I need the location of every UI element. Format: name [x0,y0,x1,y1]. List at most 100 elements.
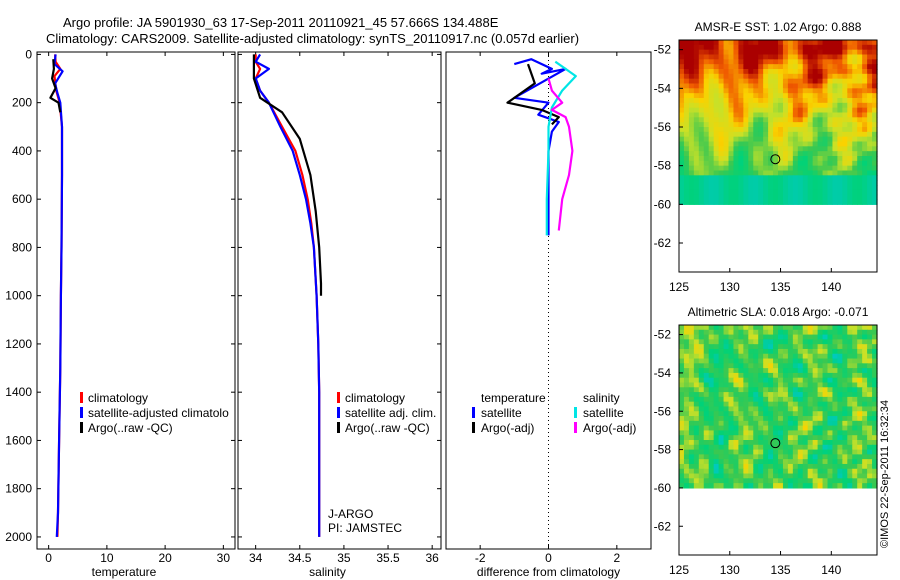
sst-map-cell [688,83,695,89]
sst-map-cell [782,40,789,46]
sst-map-cell [763,49,769,56]
sst-map-cell [862,156,868,162]
sla-map-cell [792,483,799,489]
sst-map-cell [832,107,838,114]
sla-map-cell [797,387,804,393]
sla-map-cell [832,411,838,417]
sst-map-cell [683,83,690,89]
sla-map-cell [733,478,739,484]
sla-map-cell [872,425,878,432]
sst-map-cell [837,122,843,128]
sla-map-cell [837,425,843,432]
sla-map-cell [847,348,853,355]
sla-map-cell [693,459,700,465]
legend-swatch [337,392,340,403]
legend-label: Argo(-adj) [583,421,636,435]
sst-map-cell [832,185,838,191]
sst-map-cell [817,64,824,70]
sla-map-cell [698,444,705,451]
sla-map-cell [872,329,878,336]
sst-map-cell [713,88,720,94]
sst-map-cell [713,185,720,191]
sla-map-cell [723,353,730,360]
sst-map-cell [753,185,759,191]
sla-map-xtick-label: 140 [821,563,841,577]
sst-map-cell [862,49,868,56]
sla-map-cell [862,444,868,451]
sst-map-cell [802,44,809,51]
temperature-ytick-label: 800 [12,240,32,254]
sla-map-cell [837,396,843,403]
sst-map-cell [708,59,715,65]
sst-map-cell [782,117,789,123]
sst-map-cell [852,136,858,143]
sla-map-cell [778,348,784,355]
sla-map-cell [837,459,843,465]
sst-map-cell [758,127,764,133]
sst-map-cell [837,185,843,191]
sst-map-cell [867,59,873,65]
sst-map-cell [693,156,700,162]
sst-map-cell [797,93,804,99]
sla-map-cell [703,435,710,441]
sst-map-cell [708,49,715,56]
sla-map-cell [862,368,868,374]
sst-map-cell [698,122,705,128]
sla-map-cell [738,425,744,432]
sst-map-cell [768,40,774,46]
sst-map-cell [708,122,715,128]
sla-map-cell [852,348,858,355]
sst-map-cell [827,194,834,201]
sst-map-cell [827,54,834,60]
sla-map-cell [763,483,769,489]
sla-map-cell [797,329,804,336]
sst-map-cell [822,112,829,118]
sst-map-cell [753,165,759,172]
sst-map-cell [723,102,730,109]
sla-map-cell [852,449,858,455]
sst-map-cell [718,151,725,157]
sla-map-cell [812,363,819,369]
sst-map-cell [708,93,715,99]
sla-map-cell [802,353,809,360]
sst-map-cell [733,44,739,51]
sla-map-cell [728,339,735,345]
sla-map-cell [738,478,744,484]
sla-map-cell [748,449,754,455]
sla-map-cell [827,358,834,364]
sla-map-cell [867,401,873,408]
sst-map-cell [718,44,725,51]
sla-map-cell [857,382,863,388]
sla-map-cell [787,382,794,388]
sla-map-cell [862,339,868,345]
sst-map-cell [842,40,848,46]
sst-map-cell [782,165,789,172]
sst-map-cell [733,69,739,75]
difference-xtick-label: 0 [545,551,552,565]
sst-map-cell [778,136,784,143]
sla-map-cell [708,473,715,479]
sst-map-cell [758,88,764,94]
sla-map-cell [778,387,784,393]
sla-map-ytick-label: -54 [654,366,672,380]
sla-map-cell [852,459,858,465]
sla-map-cell [827,425,834,432]
sla-map-cell [847,325,853,331]
sla-map-cell [802,377,809,384]
sst-map-cell [679,151,685,157]
sst-map-cell [812,44,819,51]
sst-map-cell [763,199,769,205]
sla-map-cell [827,377,834,384]
sla-map-cell [852,411,858,417]
sla-map-cell [683,468,690,475]
sla-map-cell [703,425,710,432]
sst-map-cell [693,180,700,186]
sla-map-cell [778,396,784,403]
sst-map-cell [857,151,863,157]
sst-map-cell [862,102,868,109]
sla-map-cell [822,483,829,489]
sst-map-cell [679,127,685,133]
sla-map-cell [763,459,769,465]
sla-map-cell [708,377,715,384]
sla-map-cell [782,348,789,355]
